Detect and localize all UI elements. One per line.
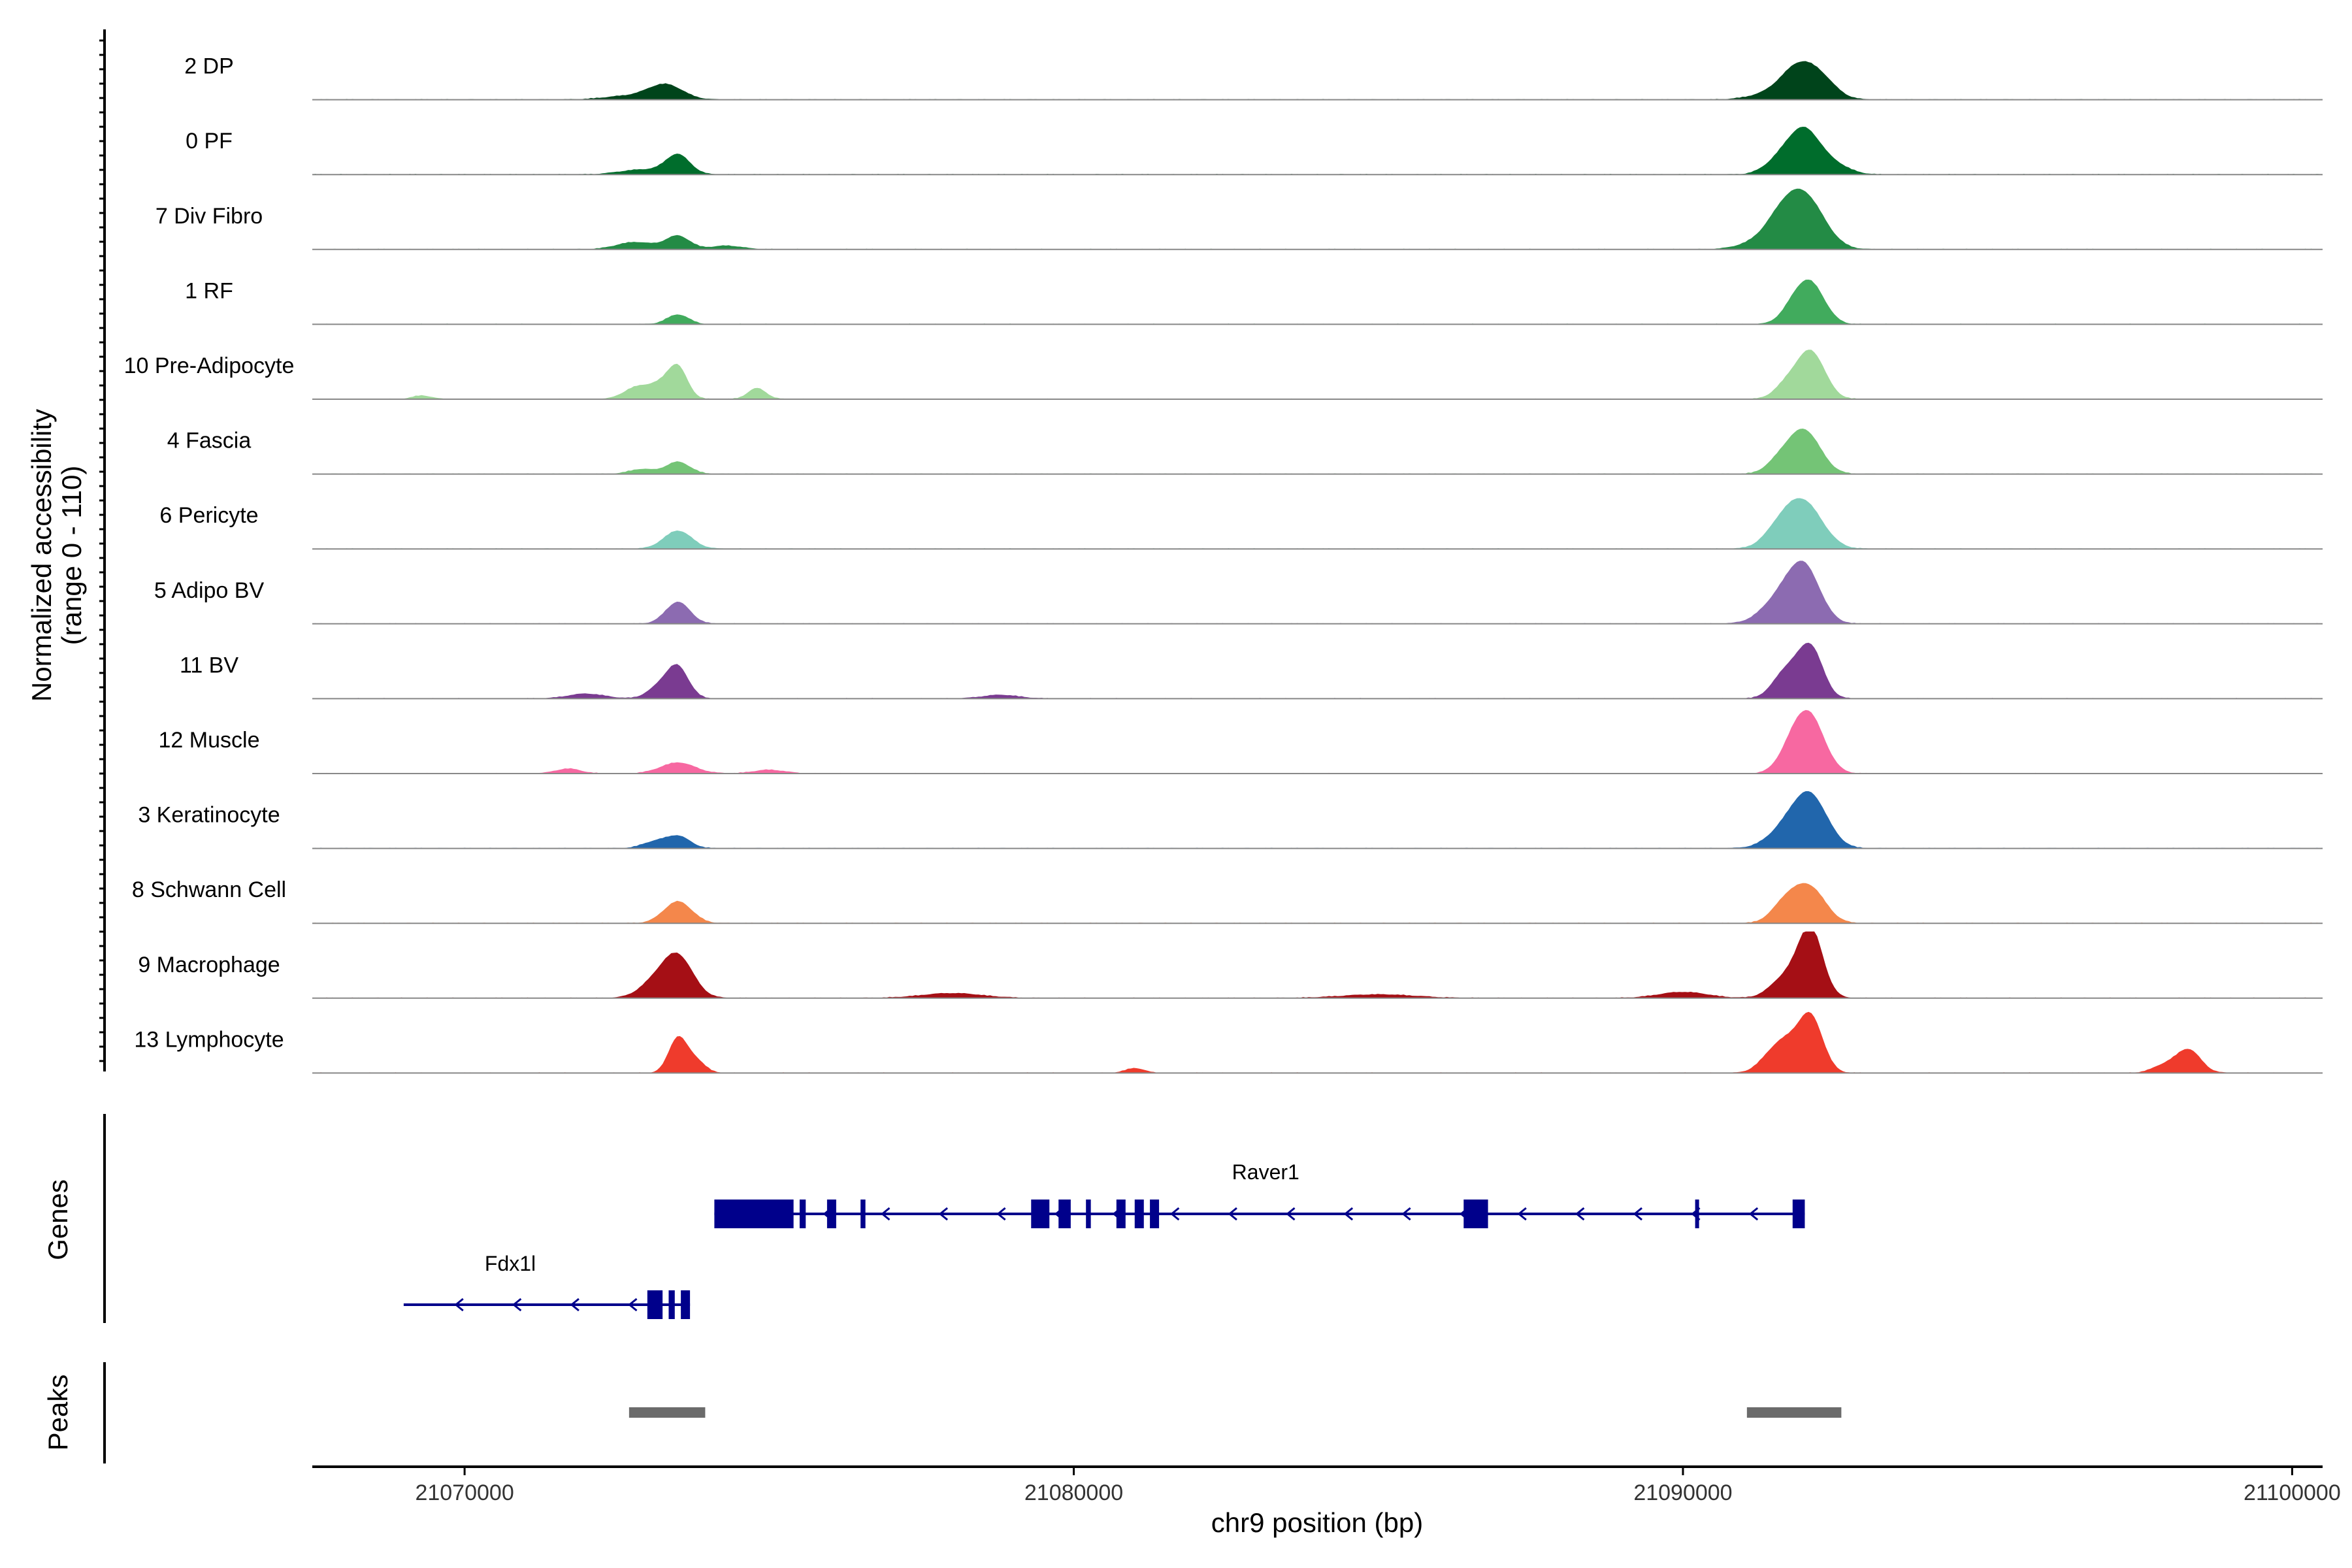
strand-arrow (1343, 1207, 1354, 1221)
track-label: 10 Pre-Adipocyte (124, 353, 295, 378)
gene-label: Fdx1l (485, 1252, 536, 1275)
track-label: 3 Keratinocyte (138, 803, 280, 828)
track-9: 12 Muscle (159, 710, 2323, 774)
peak-regions (629, 1407, 1842, 1418)
track-11: 8 Schwann Cell (132, 877, 2323, 924)
gene-Fdx1l: Fdx1l (403, 1252, 691, 1319)
gene-exon (1792, 1200, 1805, 1228)
coverage-tracks: 2 DP 0 PF 7 Div Fibro 1 RF 10 Pre-Adipocyte 4… (124, 54, 2323, 1074)
gene-exon (668, 1290, 675, 1319)
track-label: 2 DP (184, 54, 234, 79)
gene-exon (1086, 1200, 1091, 1228)
peak-region-bar (629, 1407, 706, 1418)
gene-exon (1058, 1200, 1071, 1228)
track-area (312, 350, 2323, 399)
track-label: 5 Adipo BV (154, 578, 265, 603)
x-tick-label: 21100000 (2244, 1480, 2341, 1505)
track-label: 9 Macrophage (138, 953, 280, 977)
track-area (312, 188, 2323, 250)
strand-arrow (454, 1298, 464, 1312)
track-area (312, 931, 2323, 998)
x-tick-label: 21080000 (1024, 1480, 1123, 1505)
genes-panel-label: Genes (42, 1179, 73, 1260)
track-7: 5 Adipo BV (154, 561, 2323, 625)
track-area (312, 791, 2323, 849)
strand-arrow (1170, 1207, 1180, 1221)
peaks-panel-label: Peaks (42, 1375, 73, 1451)
track-0: 2 DP (184, 54, 2323, 101)
strand-arrow (1575, 1207, 1585, 1221)
track-area (312, 883, 2323, 924)
track-10: 3 Keratinocyte (138, 791, 2323, 849)
strand-arrow (512, 1298, 522, 1312)
track-3: 1 RF (185, 278, 2323, 325)
track-area (312, 642, 2323, 699)
track-label: 11 BV (180, 653, 238, 678)
gene-exon (647, 1290, 663, 1319)
track-label: 6 Pericyte (159, 503, 258, 528)
track-area (312, 561, 2323, 624)
track-area (312, 429, 2323, 474)
y-axis-range-label: (range 0 - 110) (56, 466, 87, 645)
y-axis-title: Normalized accessibility (26, 409, 57, 702)
track-area (312, 710, 2323, 774)
y-axis-ticks (99, 39, 105, 1062)
track-area (312, 1011, 2323, 1073)
gene-exon (714, 1200, 794, 1228)
track-label: 0 PF (186, 129, 233, 154)
track-13: 13 Lymphocyte (134, 1011, 2323, 1074)
track-8: 11 BV (180, 642, 2323, 700)
gene-exon (1031, 1200, 1050, 1228)
strand-arrow (1748, 1207, 1759, 1221)
track-1: 0 PF (186, 127, 2323, 176)
strand-arrow (881, 1207, 890, 1221)
peak-region-bar (1746, 1407, 1842, 1418)
strand-arrow (1633, 1207, 1642, 1221)
track-12: 9 Macrophage (138, 931, 2323, 999)
gene-exon (1134, 1200, 1144, 1228)
track-label: 7 Div Fibro (155, 204, 263, 229)
gene-exon (860, 1200, 866, 1228)
gene-exon (1150, 1200, 1160, 1228)
gene-exon (799, 1200, 806, 1228)
track-5: 4 Fascia (167, 429, 2323, 475)
track-6: 6 Pericyte (159, 498, 2323, 550)
track-area (312, 280, 2323, 325)
strand-arrow (938, 1207, 949, 1221)
track-label: 8 Schwann Cell (132, 877, 286, 902)
strand-arrow (1228, 1207, 1237, 1221)
strand-arrow (1401, 1207, 1411, 1221)
strand-arrow (628, 1298, 638, 1312)
track-2: 7 Div Fibro (155, 188, 2323, 250)
gene-exon (1116, 1200, 1126, 1228)
strand-arrow (570, 1298, 580, 1312)
x-tick-label: 21070000 (415, 1480, 514, 1505)
x-axis-title: chr9 position (bp) (1211, 1507, 1424, 1538)
gene-exon (826, 1200, 836, 1228)
strand-arrow (1517, 1207, 1527, 1221)
track-4: 10 Pre-Adipocyte (124, 350, 2323, 400)
track-label: 12 Muscle (159, 728, 260, 753)
gene-label: Raver1 (1232, 1160, 1299, 1184)
strand-arrow (996, 1207, 1006, 1221)
strand-arrow (1286, 1207, 1296, 1221)
track-label: 4 Fascia (167, 429, 252, 453)
track-area (312, 498, 2323, 549)
x-tick-label: 21090000 (1633, 1480, 1732, 1505)
gene-exon (1463, 1200, 1488, 1228)
track-area (312, 61, 2323, 100)
gene-annotations: Raver1 Fdx1l (403, 1160, 1805, 1319)
track-label: 13 Lymphocyte (134, 1027, 284, 1052)
track-area (312, 127, 2323, 175)
gene-exon (1695, 1200, 1699, 1228)
x-axis-ticks: 21070000 21080000 21090000 21100000 (415, 1467, 2341, 1505)
gene-Raver1: Raver1 (714, 1160, 1805, 1228)
track-label: 1 RF (185, 278, 233, 303)
gene-exon (681, 1290, 691, 1319)
